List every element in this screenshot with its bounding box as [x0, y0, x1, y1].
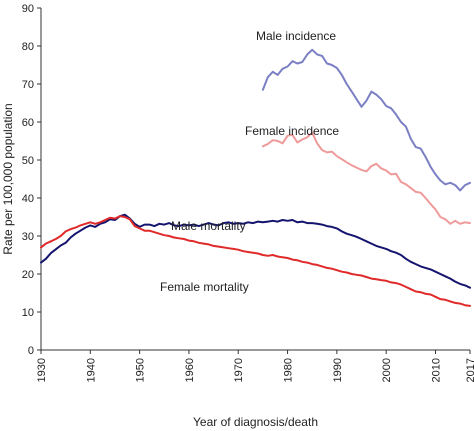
x-tick-label: 1980 [283, 358, 295, 382]
y-axis-title: Rate per 100,000 population [1, 103, 15, 254]
series-lines [40, 48, 471, 307]
y-tick-label: 60 [22, 117, 34, 129]
y-tick-label: 30 [22, 231, 34, 243]
x-axis-title: Year of diagnosis/death [193, 415, 318, 429]
x-tick-label: 1940 [85, 358, 97, 382]
y-axis: 0 10 20 30 40 50 60 70 80 90 [22, 3, 42, 357]
x-tick-label: 1950 [135, 358, 147, 382]
y-tick-label: 0 [28, 345, 34, 357]
y-tick-label: 80 [22, 41, 34, 53]
x-axis: 1930 1940 1950 1960 1970 1980 1990 2000 2010 2017 [36, 349, 474, 382]
x-tick-label: 1930 [36, 358, 48, 382]
series-label-female-mortality: Female mortality [160, 280, 249, 294]
x-tick-label: 1960 [184, 358, 196, 382]
series-line-male-incidence [261, 48, 471, 192]
x-tick-label: 2017 [465, 358, 474, 382]
series-label-female-incidence: Female incidence [245, 124, 339, 138]
x-tick-label: 2000 [381, 358, 393, 382]
y-tick-label: 20 [22, 269, 34, 281]
x-tick-label: 1990 [332, 358, 344, 382]
y-tick-label: 90 [22, 3, 34, 15]
x-tick-label: 1970 [233, 358, 245, 382]
series-line-female-mortality [40, 215, 471, 307]
y-tick-label: 40 [22, 193, 34, 205]
x-tick-label: 2010 [430, 358, 442, 382]
series-labels: Male incidence Female incidence Male morta… [160, 29, 339, 294]
y-tick-label: 10 [22, 307, 34, 319]
y-tick-label: 70 [22, 79, 34, 91]
series-line-female-incidence [261, 131, 471, 225]
series-label-male-incidence: Male incidence [256, 29, 336, 43]
series-label-male-mortality: Male mortality [171, 219, 246, 233]
series-line-male-mortality [40, 213, 471, 289]
y-tick-label: 50 [22, 155, 34, 167]
